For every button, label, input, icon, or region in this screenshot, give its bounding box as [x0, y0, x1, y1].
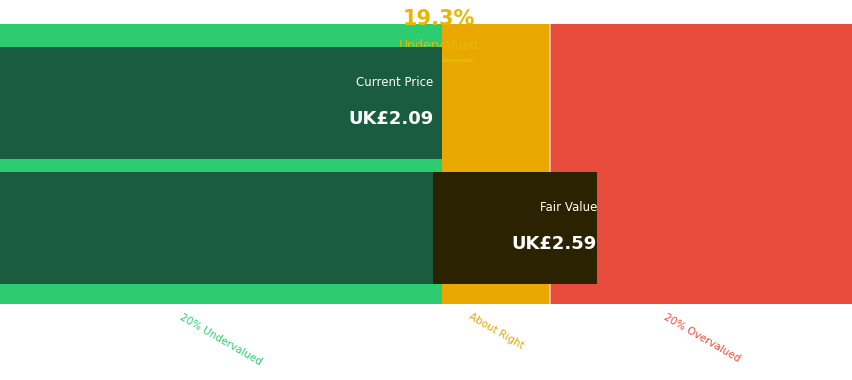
- Bar: [0, 283, 441, 304]
- FancyBboxPatch shape: [433, 172, 596, 283]
- Bar: [441, 47, 550, 158]
- Bar: [0, 172, 550, 283]
- Bar: [441, 158, 550, 172]
- Bar: [441, 283, 550, 304]
- Bar: [550, 158, 852, 172]
- Bar: [0, 47, 441, 158]
- Bar: [550, 283, 852, 304]
- Bar: [550, 47, 852, 158]
- Bar: [550, 24, 852, 47]
- Bar: [550, 172, 852, 283]
- Bar: [0, 24, 441, 47]
- Bar: [441, 172, 550, 283]
- Bar: [0, 47, 441, 158]
- FancyBboxPatch shape: [271, 47, 441, 158]
- Bar: [0, 158, 441, 172]
- Bar: [441, 24, 550, 47]
- Text: UK£2.09: UK£2.09: [348, 111, 433, 128]
- Text: Fair Value: Fair Value: [539, 201, 596, 214]
- Bar: [0, 172, 441, 283]
- Text: 20% Overvalued: 20% Overvalued: [661, 312, 740, 364]
- Text: Current Price: Current Price: [355, 76, 433, 89]
- Text: 20% Undervalued: 20% Undervalued: [178, 312, 263, 367]
- Text: About Right: About Right: [466, 312, 525, 351]
- Text: UK£2.59: UK£2.59: [511, 236, 596, 253]
- Text: Undervalued: Undervalued: [399, 39, 479, 52]
- Text: 19.3%: 19.3%: [403, 10, 475, 29]
